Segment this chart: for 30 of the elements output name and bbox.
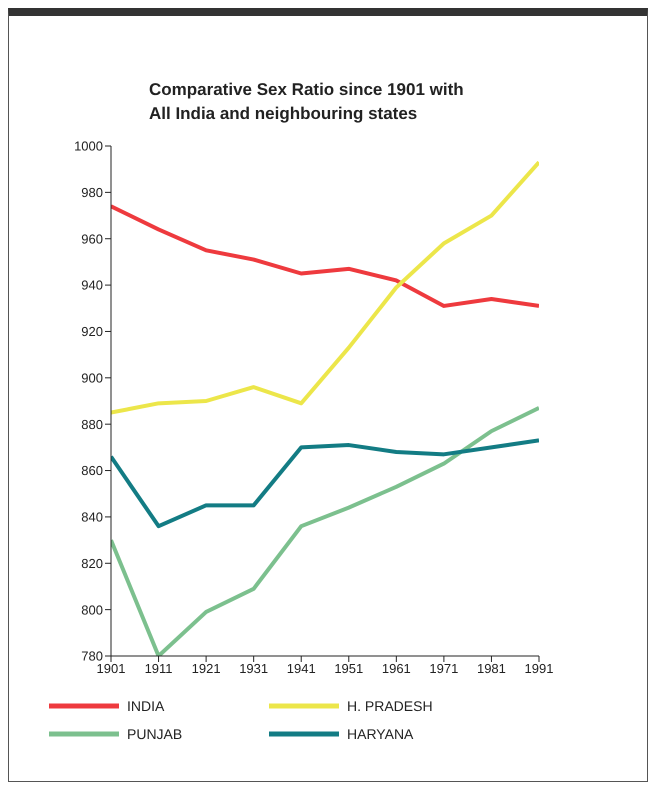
y-tick-label: 860 — [81, 463, 103, 478]
x-tick-label: 1981 — [476, 661, 506, 676]
x-tick-label: 1971 — [429, 661, 458, 676]
x-tick-label: 1991 — [524, 661, 554, 676]
y-tick-label: 980 — [81, 184, 103, 200]
y-tick-label: 780 — [81, 648, 103, 664]
x-tick-label: 1961 — [382, 661, 411, 676]
y-tick-label: 960 — [81, 231, 103, 246]
x-tick-label: 1941 — [286, 661, 316, 676]
legend-label: H. PRADESH — [347, 697, 433, 716]
y-tick-label: 920 — [81, 324, 103, 340]
line-series — [111, 160, 539, 415]
chart-title: Comparative Sex Ratio since 1901 with All India and neighbouring states — [148, 79, 465, 125]
y-tick-label: 940 — [81, 278, 103, 293]
y-tick-label: 880 — [81, 416, 103, 432]
legend-label: INDIA — [127, 697, 164, 716]
x-tick-label: 1931 — [239, 661, 268, 676]
x-tick-label: 1911 — [144, 661, 173, 676]
x-tick-label: 1951 — [334, 661, 364, 676]
line-series — [111, 438, 539, 528]
y-tick-label: 840 — [81, 510, 103, 525]
line-series — [111, 204, 539, 308]
x-tick-label: 1921 — [192, 661, 221, 676]
legend-label: HARYANA — [347, 725, 414, 744]
y-tick-label: 900 — [81, 370, 103, 386]
y-tick-label: 1000 — [74, 138, 103, 154]
y-tick-label: 800 — [81, 602, 103, 618]
legend-label: PUNJAB — [127, 725, 182, 744]
y-tick-label: 820 — [81, 556, 103, 571]
x-tick-label: 1901 — [96, 661, 126, 676]
